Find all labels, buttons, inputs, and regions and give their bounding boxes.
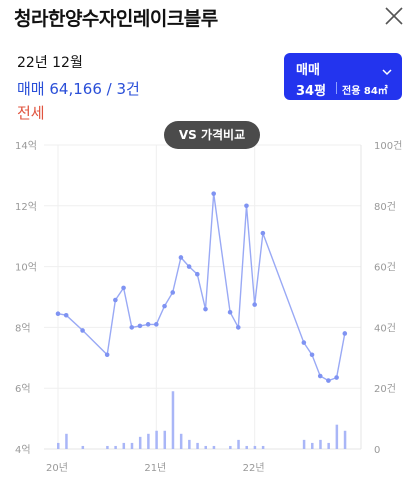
price-separator: / xyxy=(106,80,117,98)
volume-bar xyxy=(188,439,191,449)
volume-bar xyxy=(204,445,207,449)
price-point xyxy=(113,297,118,303)
volume-bar xyxy=(319,439,322,449)
price-point xyxy=(63,312,69,318)
y-right-tick-label: 0 xyxy=(374,445,380,456)
volume-bar xyxy=(122,442,126,449)
volume-bar xyxy=(261,445,265,449)
volume-bar xyxy=(311,442,314,449)
volume-bar xyxy=(65,433,68,449)
price-point xyxy=(301,340,307,345)
price-point xyxy=(252,302,257,307)
y-right-tick-label: 100건 xyxy=(374,140,402,152)
price-point xyxy=(129,325,135,330)
compare-button[interactable]: VS 가격비교 xyxy=(164,121,260,149)
price-point xyxy=(211,191,216,196)
y-left-tick-label: 6억 xyxy=(15,383,31,395)
volume-bar xyxy=(253,445,257,449)
price-point xyxy=(137,323,143,329)
y-right-tick-label: 60건 xyxy=(374,262,396,274)
deal-count: 3건 xyxy=(116,80,140,98)
price-point xyxy=(121,285,126,291)
price-point xyxy=(178,255,184,260)
area-label: 전용 84㎡ xyxy=(342,86,388,97)
price-point xyxy=(334,375,339,380)
y-left-tick-label: 12억 xyxy=(15,201,37,213)
volume-bar xyxy=(302,439,306,449)
volume-bar xyxy=(130,442,134,449)
y-right-tick-label: 40건 xyxy=(374,322,396,334)
divider xyxy=(336,82,337,94)
volume-bar xyxy=(179,433,183,449)
volume-bar xyxy=(335,424,339,449)
x-tick-label: 21년 xyxy=(144,462,166,474)
page-title: 청라한양수자인레이크블루 xyxy=(14,8,218,30)
y-left-tick-label: 14억 xyxy=(15,140,37,152)
volume-bar xyxy=(171,391,175,449)
price-point xyxy=(162,303,167,309)
volume-bar xyxy=(196,442,199,449)
price-point xyxy=(80,328,85,333)
price-point xyxy=(186,264,192,269)
jeonse-label: 전세 xyxy=(17,104,45,122)
y-right-tick-label: 20건 xyxy=(374,383,396,395)
selected-date: 22년 12월 xyxy=(17,55,83,71)
volume-bar xyxy=(245,445,248,449)
y-left-tick-label: 4억 xyxy=(15,444,31,456)
y-left-tick-label: 10억 xyxy=(15,262,37,274)
volume-bar xyxy=(57,442,60,449)
volume-bar xyxy=(138,436,142,449)
volume-bar xyxy=(163,430,167,449)
volume-bar xyxy=(155,430,158,449)
price-label: 매매 xyxy=(17,80,45,98)
price-value: 64,166 xyxy=(49,80,102,98)
volume-bar xyxy=(81,445,85,449)
x-tick-label: 20년 xyxy=(46,462,68,474)
volume-bar xyxy=(327,442,330,449)
close-icon xyxy=(385,7,403,25)
price-line xyxy=(57,193,346,382)
volume-bar xyxy=(106,445,109,449)
price-point xyxy=(154,322,159,327)
price-point xyxy=(317,373,323,379)
chevron-down-icon xyxy=(382,61,392,80)
deal-type-label: 매매 xyxy=(296,63,320,78)
y-left-tick-label: 8억 xyxy=(15,322,31,334)
price-point xyxy=(244,203,249,209)
volume-bar xyxy=(212,445,216,449)
price-point xyxy=(309,352,315,358)
volume-bar xyxy=(229,445,232,449)
deal-type-selector[interactable]: 매매 34평 전용 84㎡ xyxy=(284,53,402,100)
price-point xyxy=(203,306,208,312)
price-summary: 매매 64,166 / 3건 xyxy=(17,78,140,99)
price-point xyxy=(227,309,233,315)
price-point xyxy=(104,352,110,358)
price-point xyxy=(342,331,348,336)
price-point xyxy=(235,325,241,330)
pyeong-label: 34평 xyxy=(296,84,327,99)
price-point xyxy=(145,322,151,327)
price-point xyxy=(170,290,176,295)
volume-bar xyxy=(237,439,240,449)
price-point xyxy=(55,311,61,317)
volume-bar xyxy=(114,445,117,449)
close-button[interactable] xyxy=(383,5,405,27)
volume-bar xyxy=(343,430,347,449)
volume-bar xyxy=(147,433,150,449)
price-point xyxy=(260,230,266,236)
y-right-tick-label: 80건 xyxy=(374,201,396,213)
price-point xyxy=(326,378,331,383)
x-tick-label: 22년 xyxy=(243,462,265,474)
price-point xyxy=(195,271,200,277)
